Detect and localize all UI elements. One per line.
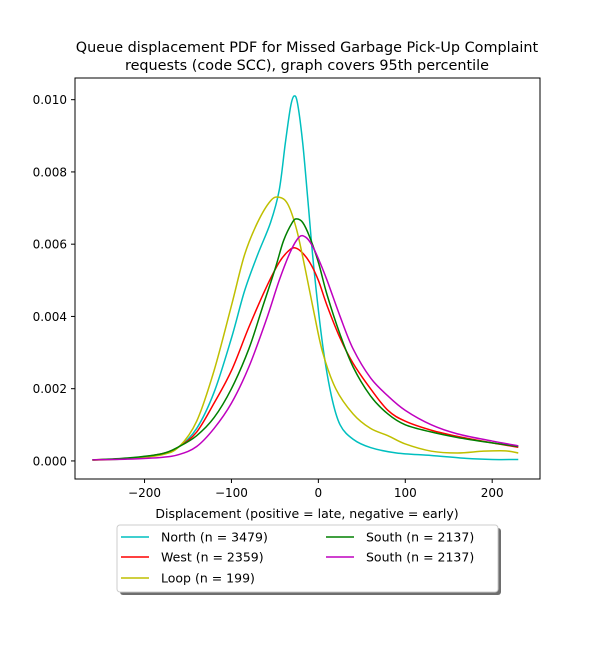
legend-items: North (n = 3479) West (n = 2359) Loop (n =…	[121, 530, 474, 586]
x-tick-label: −200	[128, 486, 161, 500]
legend-box	[116, 524, 499, 593]
x-tick-label: −100	[215, 486, 248, 500]
series-line-2	[92, 196, 519, 461]
legend: North (n = 3479) West (n = 2359) Loop (n =…	[116, 524, 501, 595]
y-tick-label: 0.002	[33, 382, 67, 396]
y-tick-label: 0.008	[33, 165, 67, 179]
y-tick-label: 0.010	[33, 93, 67, 107]
series-line-3	[92, 218, 519, 461]
series-line-4	[92, 234, 519, 461]
legend-label-4: South (n = 2137)	[366, 550, 474, 565]
y-axis: 0.000 0.002 0.004 0.006 0.008 0.010	[33, 93, 75, 468]
y-tick-label: 0.000	[33, 454, 67, 468]
legend-label-0: North (n = 3479)	[161, 530, 268, 545]
x-axis-label: Displacement (positive = late, negative …	[155, 506, 458, 521]
x-tick-label: 0	[315, 486, 323, 500]
chart-title-line-2: requests (code SCC), graph covers 95th p…	[125, 58, 489, 74]
x-tick-label: 200	[481, 486, 504, 500]
series-line-0	[92, 95, 519, 461]
x-tick-label: 100	[394, 486, 417, 500]
chart-title-line-1: Queue displacement PDF for Missed Garbag…	[76, 40, 539, 56]
y-tick-label: 0.004	[33, 310, 67, 324]
legend-label-1: West (n = 2359)	[161, 550, 264, 565]
y-tick-label: 0.006	[33, 238, 67, 252]
x-axis: −200 −100 0 100 200	[128, 479, 504, 500]
series-layer	[92, 95, 519, 461]
legend-label-3: South (n = 2137)	[366, 530, 474, 545]
plot-frame	[74, 77, 541, 480]
legend-label-2: Loop (n = 199)	[161, 571, 255, 586]
